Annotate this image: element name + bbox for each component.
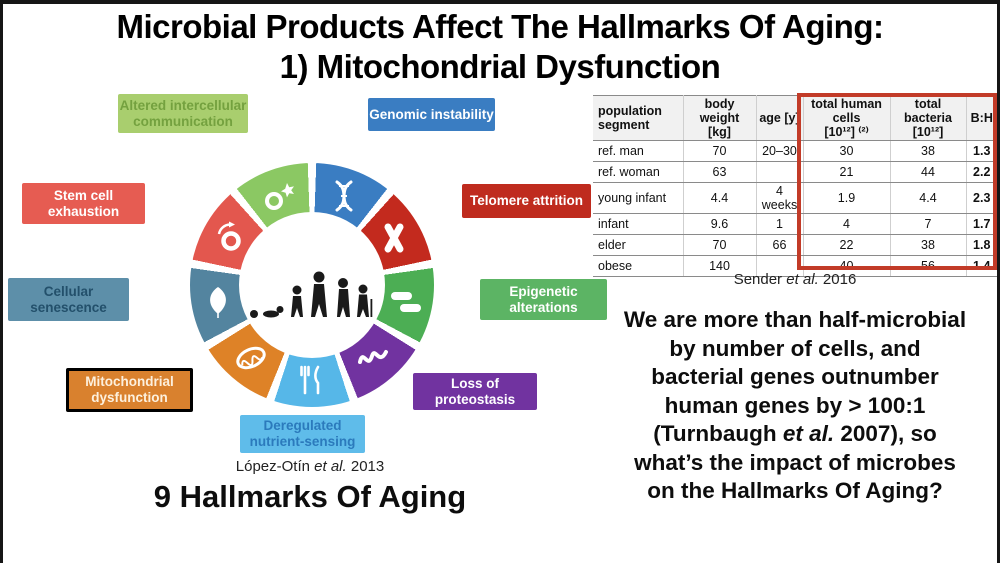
hallmarks-wheel <box>190 163 434 407</box>
col-bh-ratio: B:H <box>966 95 997 141</box>
diagram-citation: López-Otín et al. 2013 <box>0 458 620 475</box>
table-header-row: population segment body weight [kg] age [y… <box>593 95 997 141</box>
label-deregulated-nutrient-sensing: Deregulated nutrient-sensing <box>240 415 365 453</box>
label-loss-of-proteostasis: Loss of proteostasis <box>413 373 537 410</box>
message-line: by number of cells, and <box>669 335 921 361</box>
table-citation: Sender et al. 2016 <box>733 271 857 288</box>
message-line: human genes by > 100:1 <box>664 392 926 418</box>
message-line: on the Hallmarks Of Aging? <box>647 478 943 503</box>
label-epigenetic-alterations: Epigenetic alterations <box>480 279 607 320</box>
slide-left-border <box>0 0 3 563</box>
table-row: young infant 4.4 4 weeks 1.9 4.4 2.3 <box>593 182 997 214</box>
mitochondrion-icon <box>233 340 269 376</box>
label-stem-cell-exhaustion: Stem cell exhaustion <box>22 183 145 224</box>
label-altered-intercellular-communication: Altered intercellular communication <box>118 94 248 133</box>
table-row: elder 70 66 22 38 1.8 <box>593 234 997 256</box>
label-mitochondrial-dysfunction-highlighted: Mitochondrial dysfunction <box>66 368 193 412</box>
message-line: (Turnbaugh et al. 2007), so <box>653 421 937 446</box>
slide-title-line1: Microbial Products Affect The Hallmarks … <box>116 8 884 45</box>
slide-title: Microbial Products Affect The Hallmarks … <box>0 7 1000 87</box>
message-line: what’s the impact of microbes <box>634 449 956 475</box>
slide-top-border <box>0 0 1000 4</box>
col-total-human-cells: total human cells [10¹²] ⁽²⁾ <box>803 95 891 141</box>
citation-author: López-Otín <box>235 458 315 475</box>
label-telomere-attrition: Telomere attrition <box>462 184 591 218</box>
col-total-bacteria: total bacteria [10¹²] <box>890 95 967 141</box>
dna-icon <box>326 178 362 214</box>
table-row: infant 9.6 1 4 7 1.7 <box>593 213 997 235</box>
message-line: We are more than half-microbial <box>623 307 967 332</box>
stem-cell-icon <box>212 220 248 256</box>
table-row: ref. woman 63 21 44 2.2 <box>593 161 997 183</box>
slide-title-line2: 1) Mitochondrial Dysfunction <box>279 48 721 85</box>
wheel-center <box>239 212 385 358</box>
fork-knife-icon <box>294 362 330 398</box>
cells-star-icon <box>262 178 298 214</box>
col-age: age [y] <box>756 95 804 141</box>
cell-counts-table: population segment body weight [kg] age [y… <box>593 95 997 277</box>
histone-beads-icon <box>388 284 424 320</box>
takeaway-message: We are more than half-microbial by numbe… <box>590 306 1000 506</box>
slide-right-border <box>997 0 1000 563</box>
label-cellular-senescence: Cellular senescence <box>8 278 129 321</box>
label-genomic-instability: Genomic instability <box>368 98 495 131</box>
message-line: bacterial genes outnumber <box>651 364 939 389</box>
citation-etal: et al. <box>314 458 347 475</box>
chromosome-icon <box>376 220 412 256</box>
leaf-icon <box>200 284 236 320</box>
diagram-heading: 9 Hallmarks Of Aging <box>153 479 467 514</box>
col-population-segment: population segment <box>593 95 684 141</box>
human-aging-silhouettes-icon <box>250 271 373 318</box>
citation-year: 2013 <box>346 458 385 475</box>
table-row: ref. man 70 20–30 30 38 1.3 <box>593 140 997 162</box>
protein-squiggle-icon <box>355 340 391 376</box>
col-body-weight: body weight [kg] <box>683 95 757 141</box>
